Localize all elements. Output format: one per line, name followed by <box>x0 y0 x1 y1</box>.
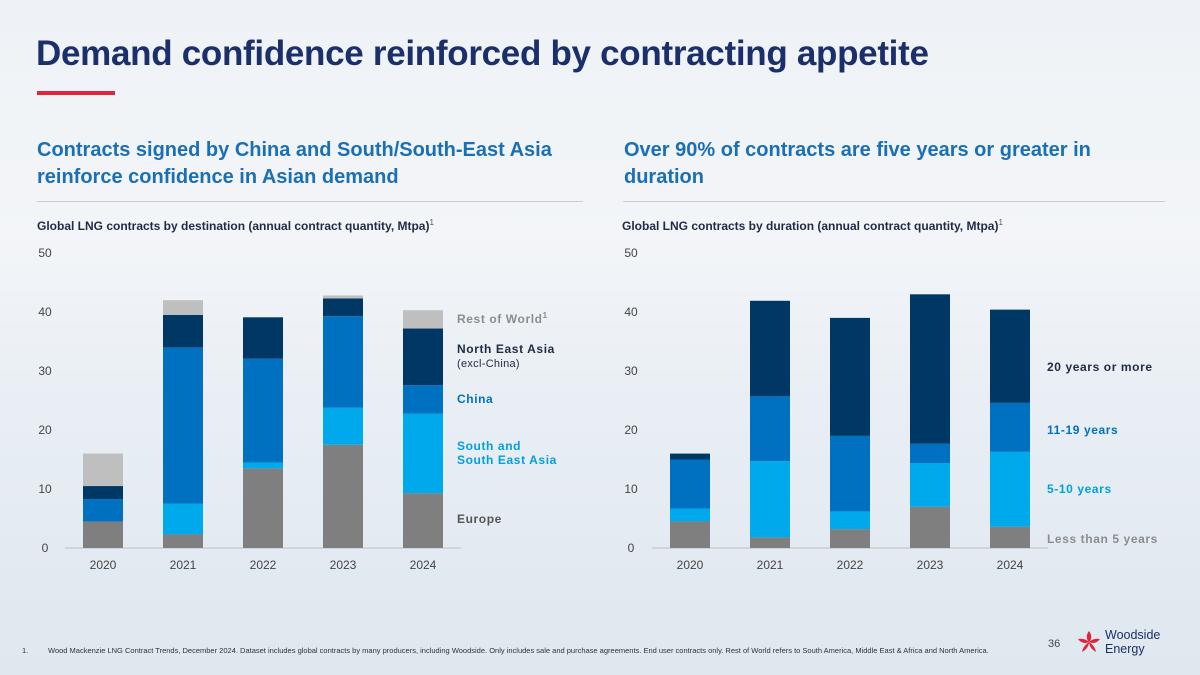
duration-bar-5-10-years-2023 <box>910 463 950 507</box>
destination-bar-china-2021 <box>163 347 203 504</box>
left-panel-heading: Contracts signed by China and South/Sout… <box>37 139 552 188</box>
footnote-text: Wood Mackenzie LNG Contract Trends, Dece… <box>48 646 989 655</box>
woodside-energy-logo: Woodside Energy <box>1074 627 1164 659</box>
duration-bar-11-19-years-2021 <box>750 396 790 462</box>
destination-legend-rest-of-world: Rest of World1 <box>457 311 548 326</box>
duration-bar-20-years-or-more-2020 <box>670 453 710 460</box>
right-chart-subtitle: Global LNG contracts by duration (annual… <box>622 218 1003 233</box>
destination-bar-south-and-south-east-asia-2022 <box>243 462 283 469</box>
duration-x-tick-2023: 2023 <box>917 558 944 572</box>
page-number: 36 <box>1048 638 1061 650</box>
destination-x-tick-2021: 2021 <box>170 558 197 572</box>
destination-bar-europe-2020 <box>83 521 123 548</box>
duration-y-tick-40: 40 <box>624 305 638 319</box>
right-chart-subtitle-text: Global LNG contracts by duration (annual… <box>622 219 999 233</box>
duration-y-tick-10: 10 <box>624 482 638 496</box>
duration-legend-11-19-years: 11-19 years <box>1047 423 1118 437</box>
destination-bar-china-2022 <box>243 358 283 463</box>
destination-x-tick-2020: 2020 <box>90 558 117 572</box>
duration-y-tick-30: 30 <box>624 364 638 378</box>
duration-y-tick-20: 20 <box>624 423 638 437</box>
destination-y-tick-20: 20 <box>38 423 52 437</box>
right-panel-heading: Over 90% of contracts are five years or … <box>624 139 1091 188</box>
duration-bar-11-19-years-2022 <box>830 435 870 512</box>
destination-bar-europe-2024 <box>403 493 443 548</box>
duration-x-tick-2020: 2020 <box>677 558 704 572</box>
destination-y-tick-40: 40 <box>38 305 52 319</box>
left-chart-subtitle-text: Global LNG contracts by destination (ann… <box>37 219 430 233</box>
destination-bar-south-and-south-east-asia-2024 <box>403 413 443 494</box>
logo-wordmark: Woodside Energy <box>1105 628 1160 656</box>
destination-bar-rest-of-world-2021 <box>163 300 203 315</box>
destination-bar-china-2023 <box>323 316 363 408</box>
destination-bar-china-2024 <box>403 385 443 414</box>
duration-y-tick-0: 0 <box>628 541 635 555</box>
destination-bar-rest-of-world-2023 <box>323 295 363 299</box>
destination-bar-north-east-asia-excl-china-2023 <box>323 298 363 317</box>
destination-bar-europe-2022 <box>243 468 283 548</box>
duration-bar-less-than-5-years-2021 <box>750 537 790 548</box>
title-accent-rule <box>37 91 115 95</box>
destination-legend-china: China <box>457 392 493 406</box>
destination-legend-north-east-asia-excl-china: North East Asia <box>457 342 555 356</box>
logo-line-1: Woodside <box>1105 628 1161 642</box>
duration-x-tick-2022: 2022 <box>837 558 864 572</box>
destination-bar-rest-of-world-2020 <box>83 453 123 487</box>
duration-bar-20-years-or-more-2024 <box>990 309 1030 403</box>
page-title: Demand confidence reinforced by contract… <box>36 34 929 73</box>
duration-x-tick-2021: 2021 <box>757 558 784 572</box>
duration-bar-20-years-or-more-2021 <box>750 300 790 397</box>
destination-bar-china-2020 <box>83 499 123 522</box>
woodside-flower-icon <box>1078 631 1100 652</box>
destination-bar-north-east-asia-excl-china-2024 <box>403 328 443 386</box>
duration-x-tick-2024: 2024 <box>997 558 1024 572</box>
destination-legend-north-east-asia-excl-china-sub: (excl-China) <box>457 358 520 370</box>
duration-bar-less-than-5-years-2022 <box>830 529 870 548</box>
duration-bar-less-than-5-years-2024 <box>990 526 1030 548</box>
destination-bar-south-and-south-east-asia-2023 <box>323 407 363 445</box>
destination-x-tick-2023: 2023 <box>330 558 357 572</box>
left-subtitle-footnote-ref: 1 <box>429 218 434 227</box>
destination-bar-north-east-asia-excl-china-2020 <box>83 486 123 500</box>
left-chart-subtitle: Global LNG contracts by destination (ann… <box>37 218 434 233</box>
duration-bar-5-10-years-2024 <box>990 451 1030 527</box>
duration-legend-less-than-5-years: Less than 5 years <box>1047 532 1158 546</box>
destination-legend-south-and-south-east-asia: South and South East Asia <box>457 439 557 467</box>
duration-legend-20-years-or-more: 20 years or more <box>1047 360 1153 374</box>
destination-y-tick-10: 10 <box>38 482 52 496</box>
destination-bar-north-east-asia-excl-china-2021 <box>163 314 203 348</box>
duration-bar-5-10-years-2020 <box>670 508 710 522</box>
logo-line-2: Energy <box>1105 642 1145 656</box>
destination-legend-europe: Europe <box>457 512 502 526</box>
duration-bar-5-10-years-2021 <box>750 461 790 538</box>
duration-bar-20-years-or-more-2023 <box>910 294 950 444</box>
destination-y-tick-50: 50 <box>38 246 52 260</box>
destination-bar-south-and-south-east-asia-2021 <box>163 503 203 535</box>
duration-bar-less-than-5-years-2023 <box>910 506 950 548</box>
duration-bar-less-than-5-years-2020 <box>670 521 710 548</box>
footnote-number: 1. <box>22 646 29 655</box>
destination-bar-rest-of-world-2024 <box>403 310 443 329</box>
right-subtitle-footnote-ref: 1 <box>998 218 1003 227</box>
footnote: 1. Wood Mackenzie LNG Contract Trends, De… <box>22 646 989 655</box>
destination-bar-europe-2023 <box>323 444 363 548</box>
duration-bar-11-19-years-2023 <box>910 443 950 464</box>
destination-bar-europe-2021 <box>163 534 203 548</box>
duration-bar-11-19-years-2020 <box>670 459 710 509</box>
duration-bar-5-10-years-2022 <box>830 511 870 530</box>
destination-bar-north-east-asia-excl-china-2022 <box>243 317 283 359</box>
duration-legend-5-10-years: 5-10 years <box>1047 482 1112 496</box>
destination-y-tick-30: 30 <box>38 364 52 378</box>
destination-x-tick-2024: 2024 <box>410 558 437 572</box>
duration-bar-20-years-or-more-2022 <box>830 317 870 436</box>
right-panel-divider <box>623 201 1165 202</box>
destination-x-tick-2022: 2022 <box>250 558 277 572</box>
duration-bar-11-19-years-2024 <box>990 402 1030 452</box>
destination-y-tick-0: 0 <box>42 541 49 555</box>
duration-y-tick-50: 50 <box>624 246 638 260</box>
left-panel-divider <box>37 201 583 202</box>
